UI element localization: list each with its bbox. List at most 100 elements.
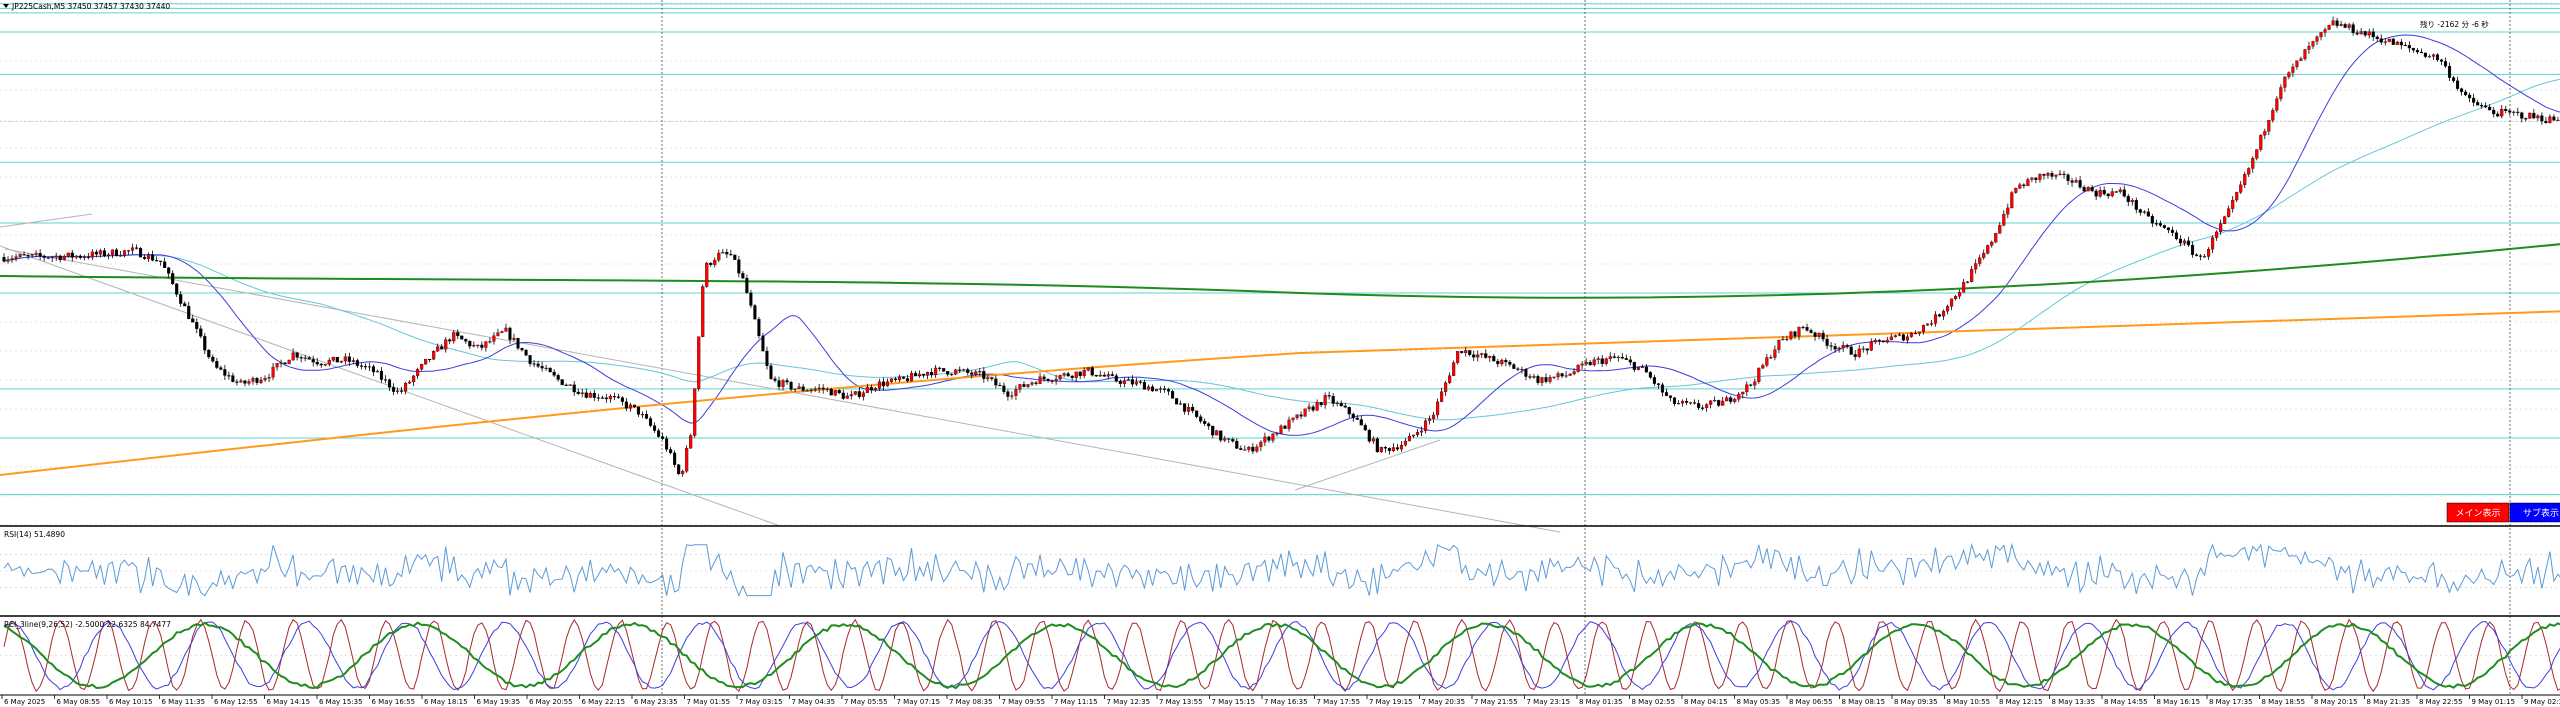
candle-body [2255,149,2259,159]
candle-body [1492,356,1496,362]
candle-body [303,357,307,359]
candle-body [416,369,420,377]
candle-body [994,378,998,386]
candle-body [881,381,885,387]
candle-body [1841,344,1845,349]
candle-body [22,254,26,256]
candle-body [761,335,765,352]
candle-body [2215,231,2219,238]
candle-body [1516,368,1520,370]
candle-body [2182,240,2187,244]
candle-body [926,372,930,376]
candle-body [207,349,211,358]
candle-body [1825,338,1829,346]
candle-body [897,376,902,380]
candle-body [2098,189,2102,197]
candle-body [58,255,62,261]
candle-body [1660,384,1665,393]
candle-body [785,380,789,383]
candle-body [1283,425,1287,429]
sub-display-button[interactable] [2509,502,2560,523]
candle-body [476,344,480,346]
candle-body [1612,356,1616,358]
candle-body [1913,333,1918,335]
candle-body [1608,356,1612,359]
candle-body [548,367,552,373]
candle-body [2030,177,2034,180]
candle-body [1255,446,1259,452]
candle-body [1881,340,1885,343]
candle-body [1946,306,1950,312]
ma-mid-line [3,78,2560,421]
main-display-button[interactable] [2446,502,2510,523]
candle-body [2174,232,2179,240]
candle-body [1508,361,1512,365]
candle-body [2323,29,2327,33]
chart-menu-triangle-icon[interactable] [3,4,9,8]
candle-body [656,430,661,437]
candle-body [873,388,877,391]
candle-body [697,336,701,389]
candle-body [789,381,793,390]
candle-body [2231,199,2235,209]
candle-body [2391,38,2395,45]
candle-body [1259,441,1263,448]
candle-body [2086,187,2090,192]
candle-body [2431,54,2436,57]
candle-body [2263,131,2267,136]
candle-body [1142,382,1147,390]
rci-panel[interactable]: RCI_3line(9,26,52) -2.5000 22.6325 84.74… [0,615,2560,697]
candle-body [1335,402,1339,405]
candle-body [1014,389,1018,396]
candle-body [1211,425,1215,436]
candle-body [628,404,633,409]
candle-body [1287,419,1291,429]
candle-body [1118,381,1122,384]
time-label: 7 May 13:55 [1159,698,1203,706]
candle-body [644,414,649,419]
candle-body [632,404,637,408]
candle-body [2,257,6,262]
candle-body [1588,362,1592,366]
candle-body [2492,109,2496,115]
time-label: 6 May 22:15 [582,698,626,706]
candle-body [448,339,452,342]
candle-body [849,394,853,397]
candle-body [1785,338,1789,340]
candle-body [271,366,275,378]
candle-body [1576,364,1580,372]
candle-body [2536,115,2540,119]
candle-body [1295,414,1299,419]
candle-body [1395,447,1399,450]
candle-body [307,357,311,360]
rsi-panel[interactable]: RSI(14) 51.4890 1007050300 [0,525,2560,617]
candle-body [98,250,102,255]
candle-body [2219,223,2223,233]
candle-body [612,396,616,398]
panel-buttons[interactable]: メイン表示 サブ表示 [2446,502,2560,523]
candle-body [1183,403,1187,412]
time-label: 7 May 11:15 [1054,698,1098,706]
candle-body [765,350,769,366]
candle-body [833,390,837,396]
candle-body [950,373,954,376]
time-label: 6 May 10:15 [109,698,153,706]
candle-body [837,390,841,394]
candle-body [2267,120,2271,132]
trendline [1294,439,1441,491]
candle-body [1134,381,1138,385]
candle-body [813,388,817,391]
candle-body [1584,362,1588,365]
candle-body [572,384,576,393]
candle-body [584,392,588,398]
candle-body [1990,241,1994,246]
candle-body [2243,173,2247,186]
candle-body [275,363,279,368]
candle-body [2447,65,2452,78]
candle-body [2480,105,2484,107]
candle-body [1869,341,1873,351]
candle-body [1122,380,1126,384]
candle-body [299,357,303,359]
candle-body [1693,402,1697,404]
